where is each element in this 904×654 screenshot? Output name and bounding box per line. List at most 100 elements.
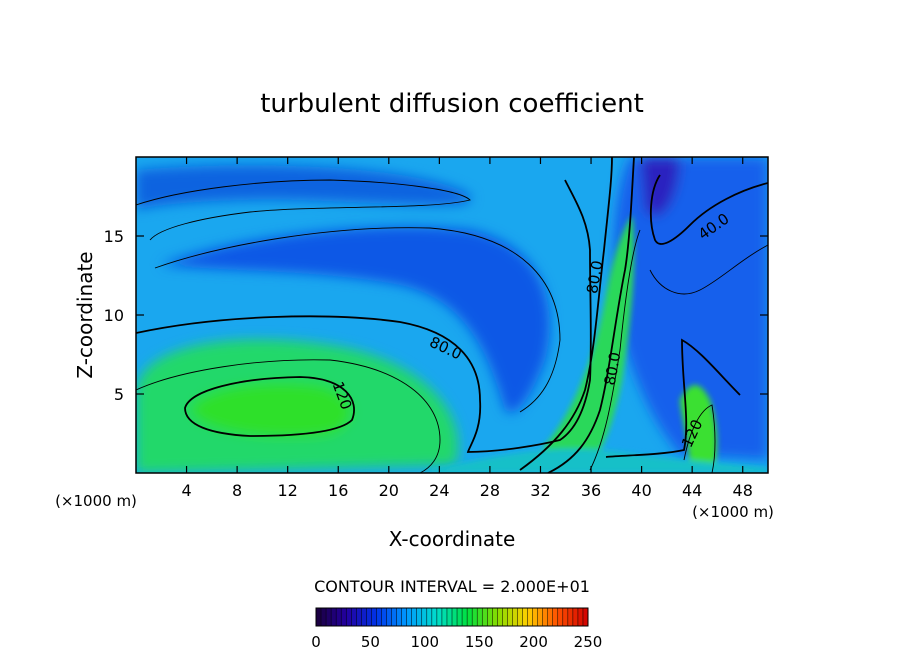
colorbar-cell xyxy=(366,608,372,626)
contour-thin-upper xyxy=(136,179,471,241)
contour-100-left xyxy=(136,359,441,473)
colorbar-tick-label: 100 xyxy=(410,633,439,651)
colorbar-cell xyxy=(547,608,554,626)
colorbar-cell xyxy=(371,608,377,626)
colorbar-cell xyxy=(457,608,463,626)
colorbar-cell xyxy=(426,608,433,626)
y-axis-title: Z-coordinate xyxy=(73,251,97,378)
heatmap-field xyxy=(136,157,768,473)
colorbar-cell xyxy=(532,608,538,626)
colorbar-cell xyxy=(361,608,367,626)
x-tick-label: 16 xyxy=(328,481,348,500)
colorbar-cell xyxy=(396,608,402,626)
contour-120-left xyxy=(184,376,355,437)
x-unit-right: (×1000 m) xyxy=(692,503,774,521)
colorbar-cell xyxy=(572,608,579,626)
colorbar-cell xyxy=(527,608,533,626)
colorbar: 0 50 100 150 200 250 xyxy=(311,607,603,651)
contour-thin-core xyxy=(154,227,561,413)
colorbar-cell xyxy=(401,608,407,626)
x-tick-label: 20 xyxy=(379,481,399,500)
region-upper-band xyxy=(136,165,472,210)
region-left-green-core xyxy=(190,382,352,438)
colorbar-cell xyxy=(557,608,564,626)
colorbar-cell xyxy=(497,608,503,626)
colorbar-tick-label: 0 xyxy=(311,633,321,651)
colorbar-cell xyxy=(356,608,362,626)
colorbar-cell xyxy=(477,608,483,626)
y-axis: 5 10 15 xyxy=(104,227,768,404)
colorbar-cell xyxy=(492,608,498,626)
region-blue-core xyxy=(160,226,550,413)
colorbar-cell xyxy=(421,608,428,626)
colorbar-cell xyxy=(316,608,322,626)
y-tick-label: 15 xyxy=(104,227,124,246)
colorbar-cell xyxy=(346,608,352,626)
x-axis: 4 8 12 16 20 24 28 32 36 40 44 48 xyxy=(181,157,753,500)
chart-title: turbulent diffusion coefficient xyxy=(260,89,644,119)
colorbar-cell xyxy=(331,608,337,626)
x-tick-label: 40 xyxy=(631,481,651,500)
colorbar-tick-label: 250 xyxy=(574,633,603,651)
y-tick-label: 10 xyxy=(104,306,124,325)
colorbar-cell xyxy=(502,608,508,626)
region-bottom-strip xyxy=(430,448,768,473)
colorbar-cell xyxy=(381,608,387,626)
colorbar-cell xyxy=(537,608,543,626)
colorbar-cell xyxy=(341,608,347,626)
colorbar-cell xyxy=(582,608,589,626)
x-axis-title: X-coordinate xyxy=(389,527,516,551)
colorbar-cell xyxy=(326,608,332,626)
colorbar-cell xyxy=(351,608,357,626)
contour-80-center-b xyxy=(547,157,635,473)
contour-40-right xyxy=(650,174,768,245)
contour-80-center xyxy=(519,157,613,471)
colorbar-cell xyxy=(391,608,397,626)
colorbar-cell xyxy=(336,608,342,626)
colorbar-cell xyxy=(436,608,443,626)
x-tick-label: 24 xyxy=(429,481,449,500)
x-tick-label: 4 xyxy=(181,481,191,500)
colorbar-frame xyxy=(315,607,589,627)
y-tick-label: 5 xyxy=(114,385,124,404)
colorbar-cell xyxy=(517,608,523,626)
colorbar-cell xyxy=(446,608,453,626)
x-unit-left: (×1000 m) xyxy=(55,492,137,510)
colorbar-tick-label: 200 xyxy=(519,633,548,651)
contour-label: 80.0 xyxy=(601,351,625,387)
colorbar-tick-label: 50 xyxy=(361,633,380,651)
colorbar-cell xyxy=(542,608,549,626)
contour-thin-center xyxy=(589,229,641,471)
colorbar-cell xyxy=(567,608,574,626)
region-right-top-dark xyxy=(640,157,680,217)
colorbar-cell xyxy=(512,608,518,626)
x-tick-label: 32 xyxy=(530,481,550,500)
colorbar-cell xyxy=(552,608,559,626)
colorbar-cell xyxy=(507,608,513,626)
colorbar-cell xyxy=(416,608,423,626)
x-tick-label: 8 xyxy=(232,481,242,500)
colorbar-tick-label: 150 xyxy=(465,633,494,651)
x-tick-label: 28 xyxy=(480,481,500,500)
colorbar-cell xyxy=(441,608,448,626)
colorbar-cell xyxy=(386,608,392,626)
colorbar-cell xyxy=(487,608,493,626)
colorbar-cell xyxy=(462,608,468,626)
colorbar-cell xyxy=(411,608,418,626)
colorbar-cell xyxy=(482,608,488,626)
colorbar-cell xyxy=(321,608,327,626)
x-tick-label: 48 xyxy=(733,481,753,500)
contour-label: 80.0 xyxy=(583,259,607,295)
x-tick-label: 12 xyxy=(278,481,298,500)
colorbar-cell xyxy=(431,608,438,626)
contour-right-loop xyxy=(605,338,741,458)
colorbar-cell xyxy=(522,608,528,626)
contour-interval-label: CONTOUR INTERVAL = 2.000E+01 xyxy=(314,577,590,596)
colorbar-cell xyxy=(472,608,478,626)
contour-right-plume xyxy=(683,404,716,473)
colorbar-cell xyxy=(452,608,458,626)
colorbar-cell xyxy=(577,608,584,626)
colorbar-cell xyxy=(467,608,473,626)
colorbar-cell xyxy=(406,608,413,626)
